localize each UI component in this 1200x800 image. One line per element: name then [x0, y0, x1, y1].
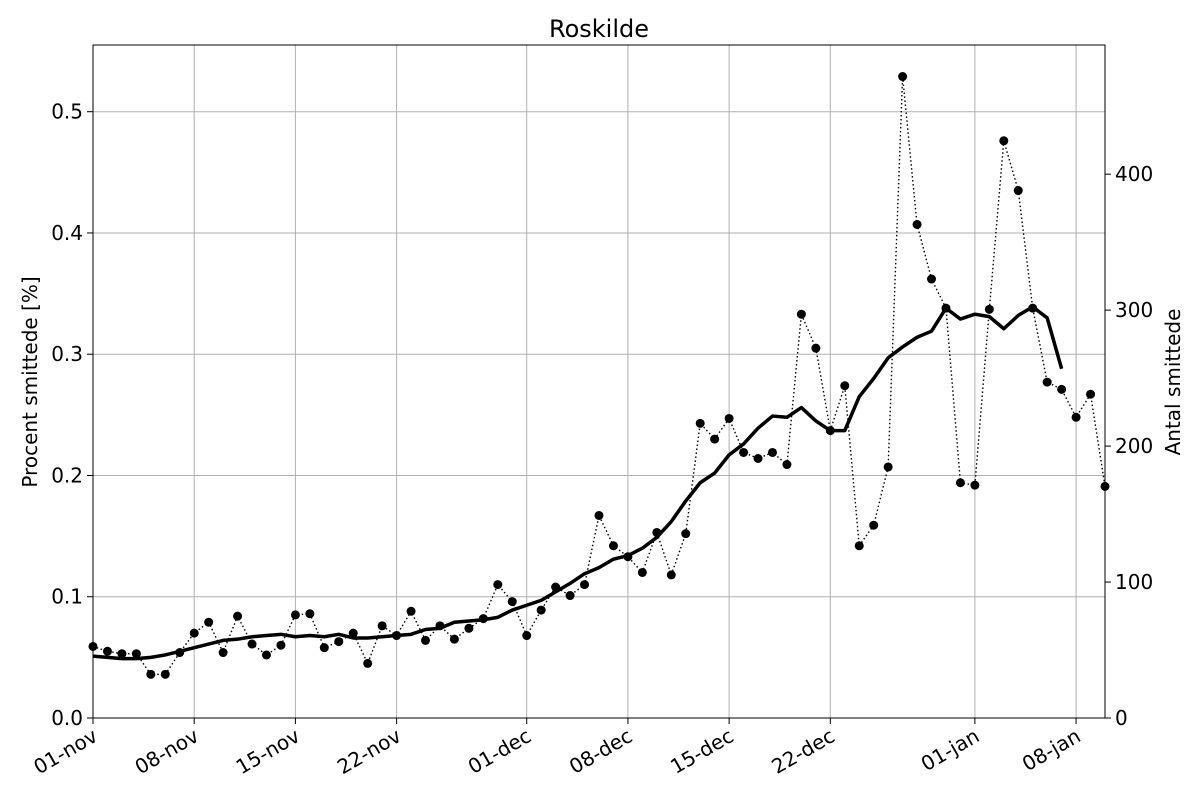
daily-data-point [984, 304, 994, 314]
daily-data-point [753, 454, 763, 463]
daily-data-point [449, 634, 459, 644]
daily-data-point [681, 529, 691, 539]
chart-title: Roskilde [549, 15, 649, 43]
series-layer [88, 72, 1110, 679]
daily-data-point [898, 72, 908, 82]
daily-data-point [955, 478, 965, 488]
daily-data-point [666, 570, 676, 580]
daily-data-point [912, 219, 922, 229]
daily-data-point [695, 418, 705, 428]
daily-data-point [739, 447, 749, 457]
daily-data-point [464, 623, 474, 633]
daily-data-point [102, 646, 112, 656]
y-tick-label-left: 0.5 [51, 100, 83, 124]
daily-data-point [522, 631, 532, 641]
y-tick-label-left: 0.1 [51, 585, 83, 609]
y-tick-label-right: 100 [1115, 570, 1153, 594]
daily-data-point [160, 669, 170, 679]
daily-data-point [608, 541, 618, 551]
y-tick-label-left: 0.0 [51, 706, 83, 730]
plot-frame [92, 44, 1106, 719]
daily-data-point [131, 649, 141, 659]
daily-data-point [970, 480, 980, 490]
daily-data-point [117, 649, 127, 659]
daily-data-point [724, 413, 734, 423]
y-tick-label-right: 200 [1115, 434, 1153, 458]
rolling-average-line [92, 305, 1064, 661]
daily-data-point [377, 621, 387, 631]
daily-data-point [146, 669, 156, 679]
daily-data-point [594, 510, 604, 520]
daily-data-point [811, 343, 821, 353]
daily-data-point [261, 650, 271, 660]
y-tick-label-left: 0.4 [51, 221, 83, 245]
daily-data-point [927, 274, 937, 284]
y-tick-label-right: 400 [1115, 162, 1153, 186]
daily-data-point [536, 605, 546, 615]
daily-data-point [204, 617, 214, 627]
daily-data-point [189, 628, 199, 638]
y-axis-label-left: Procent smittede [%] [18, 276, 42, 487]
daily-data-point [580, 580, 590, 590]
daily-data-point [507, 597, 517, 607]
daily-data-point [767, 447, 777, 457]
daily-data-point [247, 639, 257, 649]
y-tick-label-right: 300 [1115, 298, 1153, 322]
daily-data-point [637, 567, 647, 577]
daily-data-point [796, 309, 806, 319]
daily-data-point [406, 606, 416, 616]
daily-data-point [348, 628, 358, 638]
daily-data-point [710, 434, 720, 444]
daily-data-point [421, 635, 431, 645]
daily-data-point [319, 643, 329, 653]
daily-data-point [233, 611, 243, 621]
daily-data-point [565, 591, 575, 601]
daily-data-point [218, 648, 228, 658]
y-tick-label-left: 0.2 [51, 463, 83, 487]
daily-data-point [276, 640, 286, 650]
daily-data-point [854, 541, 864, 551]
y-tick-label-right: 0 [1115, 706, 1128, 730]
daily-data-point [363, 658, 373, 668]
daily-data-point [999, 136, 1009, 146]
daily-data-point [782, 460, 792, 470]
daily-data-point [334, 637, 344, 647]
daily-data-point [869, 520, 879, 530]
daily-data-point [883, 462, 893, 472]
daily-data-point [1086, 389, 1096, 399]
daily-data-point [493, 580, 503, 590]
daily-data-point [1057, 384, 1067, 394]
daily-data-point [840, 381, 850, 391]
daily-data-point [1071, 412, 1081, 422]
daily-data-point [305, 609, 315, 619]
daily-series-line [92, 76, 1106, 676]
y-axis-label-right: Antal smittede [1161, 309, 1185, 456]
y-tick-label-left: 0.3 [51, 342, 83, 366]
daily-data-point [1013, 186, 1023, 196]
daily-data-point [290, 610, 300, 620]
daily-data-point [1042, 377, 1052, 387]
